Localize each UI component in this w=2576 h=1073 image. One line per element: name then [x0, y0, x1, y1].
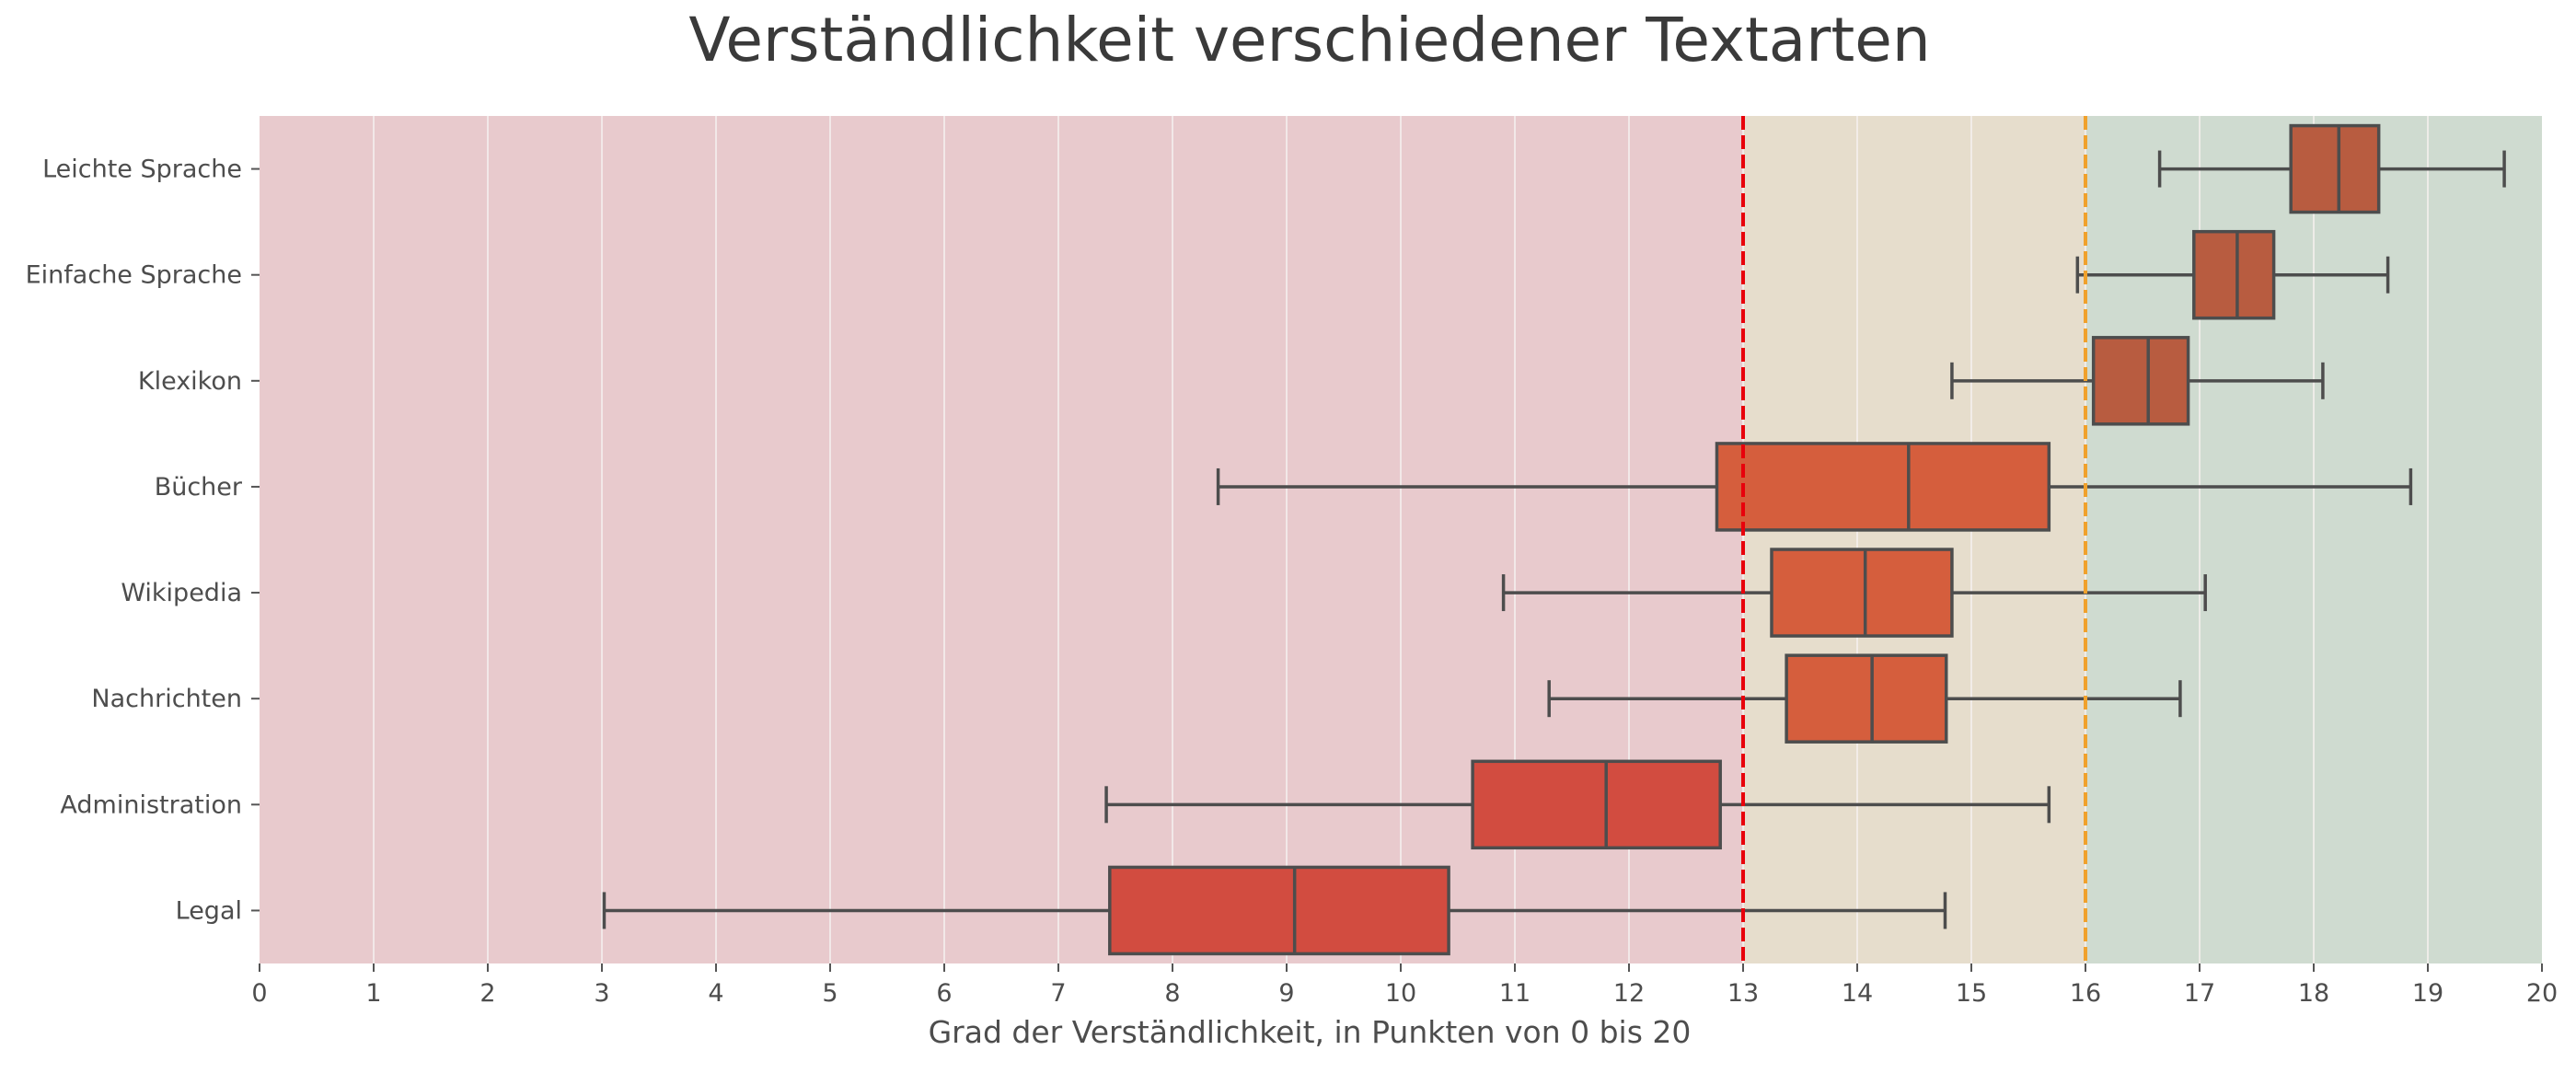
x-tick-label: 2 — [479, 979, 495, 1008]
x-tick-label: 10 — [1385, 979, 1416, 1008]
box-0 — [2157, 123, 2506, 214]
x-tick-label: 3 — [594, 979, 609, 1008]
x-tick-label: 8 — [1164, 979, 1180, 1008]
x-tick-label: 13 — [1727, 979, 1759, 1008]
box-iqr — [2091, 336, 2190, 426]
x-tick-label: 14 — [1842, 979, 1873, 1008]
box-iqr — [1715, 442, 2051, 532]
box-iqr — [2289, 123, 2381, 214]
box-iqr — [1471, 759, 1722, 850]
x-tick-label: 7 — [1050, 979, 1066, 1008]
region-1 — [1743, 116, 2085, 963]
y-tick-label: Bücher — [155, 473, 243, 502]
box-7 — [602, 865, 1947, 956]
x-tick-label: 5 — [822, 979, 837, 1008]
x-tick-label: 16 — [2070, 979, 2101, 1008]
x-axis: 0 1 2 3 4 5 6 7 8 9 10 11 12 13 14 15 16 17 18 19 20 — [251, 963, 2558, 1008]
x-tick-label: 17 — [2184, 979, 2215, 1008]
box-1 — [2075, 229, 2390, 320]
y-tick-label: Leichte Sprache — [42, 156, 242, 184]
y-axis: Leichte Sprache Einfache Sprache Klexikon B… — [26, 156, 260, 925]
y-tick-label: Legal — [176, 896, 242, 925]
box-5 — [1547, 653, 2182, 744]
x-tick-label: 19 — [2412, 979, 2443, 1008]
box-iqr — [1770, 548, 1954, 638]
box-iqr — [1108, 865, 1450, 956]
box-iqr — [1785, 653, 1948, 744]
y-tick-label: Administration — [60, 790, 242, 819]
y-tick-label: Klexikon — [138, 367, 242, 396]
box-4 — [1501, 548, 2207, 638]
x-tick-label: 18 — [2298, 979, 2329, 1008]
x-tick-label: 1 — [365, 979, 381, 1008]
x-tick-label: 6 — [936, 979, 952, 1008]
box-3 — [1216, 442, 2413, 532]
x-tick-label: 12 — [1613, 979, 1645, 1008]
box-6 — [1104, 759, 2051, 850]
y-tick-label: Einfache Sprache — [26, 261, 242, 290]
x-tick-label: 0 — [251, 979, 267, 1008]
x-tick-label: 11 — [1499, 979, 1531, 1008]
y-tick-label: Nachrichten — [91, 685, 242, 713]
y-tick-label: Wikipedia — [121, 579, 242, 607]
x-tick-label: 4 — [708, 979, 723, 1008]
x-tick-label: 20 — [2526, 979, 2558, 1008]
box-iqr — [2192, 229, 2276, 320]
x-tick-label: 15 — [1956, 979, 1987, 1008]
x-axis-label: Grad der Verständlichkeit, in Punkten vo… — [929, 1014, 1692, 1050]
chart-title: Verständlichkeit verschiedener Textarten — [688, 5, 1930, 75]
background-regions — [260, 116, 2542, 963]
reference-lines — [1741, 116, 2087, 963]
box-2 — [1950, 336, 2325, 426]
box-series — [602, 123, 2506, 956]
x-tick-label: 9 — [1278, 979, 1294, 1008]
